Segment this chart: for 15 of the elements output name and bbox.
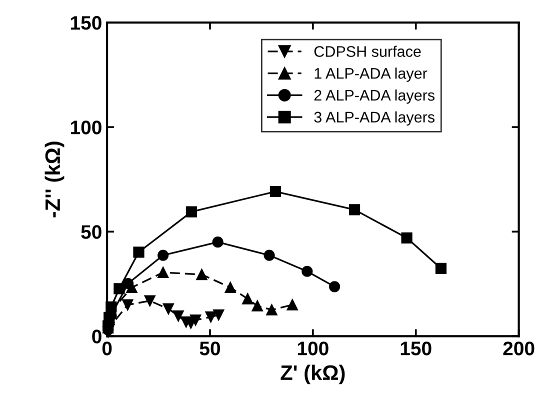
x-tick-label: 200: [503, 342, 534, 356]
legend-label: CDPSH surface: [314, 46, 421, 57]
legend-label: 1 ALP-ADA layer: [314, 68, 428, 82]
y-axis-title: -Z'' (kΩ): [44, 142, 64, 218]
x-tick-label: 100: [298, 342, 328, 356]
legend-label: 3 ALP-ADA layers: [314, 111, 435, 126]
x-tick-label: 0: [102, 342, 112, 356]
y-tick-label: 50: [81, 225, 102, 239]
legend-label: 2 ALP-ADA layers: [314, 89, 435, 104]
x-tick-label: 50: [200, 342, 220, 356]
y-tick-label: 0: [92, 330, 102, 344]
x-tick-label: 150: [400, 342, 432, 356]
x-axis-title: Z' (kΩ): [280, 364, 345, 384]
y-tick-label: 150: [70, 16, 102, 30]
y-tick-label: 100: [70, 120, 102, 134]
